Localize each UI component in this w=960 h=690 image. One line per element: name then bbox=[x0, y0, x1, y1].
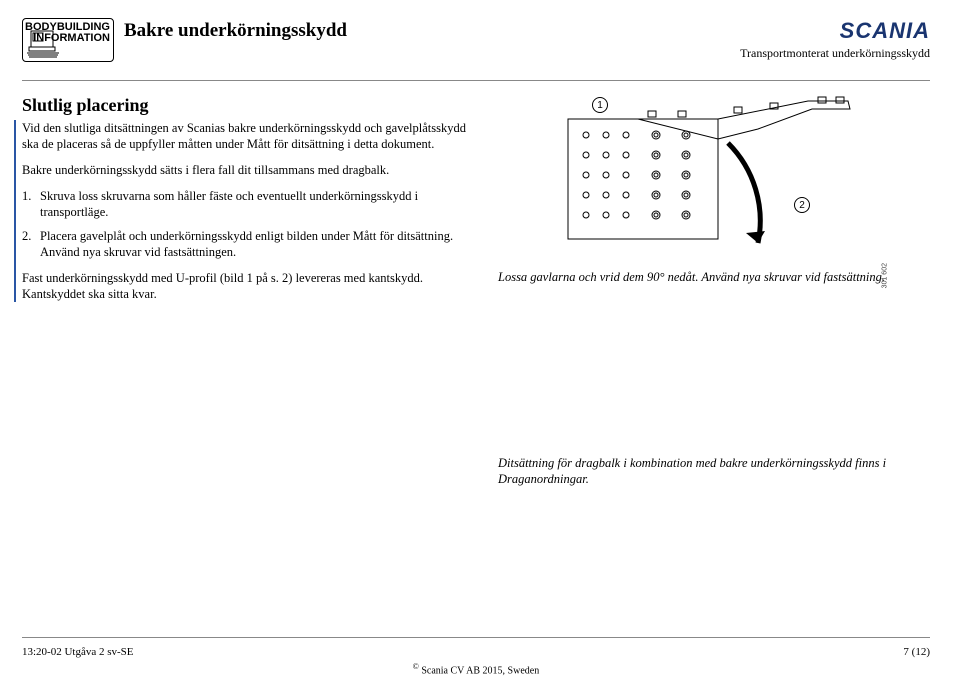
header-right-group: SCANIA Transportmonterat underkörningssk… bbox=[740, 18, 930, 61]
callout-2: 2 bbox=[794, 197, 810, 213]
copyright-line: © Scania CV AB 2015, Sweden bbox=[22, 662, 930, 676]
page-footer: 13:20-02 Utgåva 2 sv-SE 7 (12) © Scania … bbox=[22, 635, 930, 676]
step-item: Skruva loss skruvarna som håller fäste o… bbox=[22, 188, 472, 220]
footer-left: 13:20-02 Utgåva 2 sv-SE bbox=[22, 646, 134, 658]
header-subtitle: Transportmonterat underkörningsskydd bbox=[740, 46, 930, 61]
intro-paragraph: Vid den slutliga ditsättningen av Scania… bbox=[22, 120, 472, 152]
step-item: Placera gavelplåt och underkörningsskydd… bbox=[22, 228, 472, 260]
step-list: Skruva loss skruvarna som håller fäste o… bbox=[22, 188, 472, 260]
section-heading: Slutlig placering bbox=[22, 95, 472, 116]
bracket-figure: 1 2 301 602 bbox=[498, 93, 888, 263]
figure-reference: 301 602 bbox=[881, 263, 888, 288]
content-columns: Slutlig placering Vid den slutliga ditsä… bbox=[22, 89, 930, 488]
bodybuilding-info-logo: BODYBUILDING INFORMATION bbox=[22, 18, 114, 62]
paragraph-3: Fast underkörningsskydd med U-profil (bi… bbox=[22, 270, 472, 302]
page-header: BODYBUILDING INFORMATION Bakre underkörn… bbox=[22, 18, 930, 78]
copyright-text: Scania CV AB 2015, Sweden bbox=[421, 665, 539, 676]
footer-right: 7 (12) bbox=[903, 646, 930, 658]
bracket-diagram-icon bbox=[498, 93, 888, 263]
paragraph-2: Bakre underkörningsskydd sätts i flera f… bbox=[22, 162, 472, 178]
cross-reference-note: Ditsättning för dragbalk i kombination m… bbox=[498, 455, 908, 488]
callout-1: 1 bbox=[592, 97, 608, 113]
logo-line2: INFORMATION bbox=[25, 33, 110, 44]
header-left-group: BODYBUILDING INFORMATION Bakre underkörn… bbox=[22, 18, 347, 62]
left-column: Slutlig placering Vid den slutliga ditsä… bbox=[22, 89, 472, 488]
topic-title: Bakre underkörningsskydd bbox=[124, 18, 347, 42]
footer-rule bbox=[22, 637, 930, 638]
scania-logo: SCANIA bbox=[740, 18, 930, 44]
right-column: 1 2 301 602 Lossa gavlarna och vrid dem … bbox=[498, 89, 930, 488]
changebar-block: Vid den slutliga ditsättningen av Scania… bbox=[14, 120, 472, 302]
header-rule bbox=[22, 80, 930, 81]
figure-caption: Lossa gavlarna och vrid dem 90° nedåt. A… bbox=[498, 269, 930, 285]
